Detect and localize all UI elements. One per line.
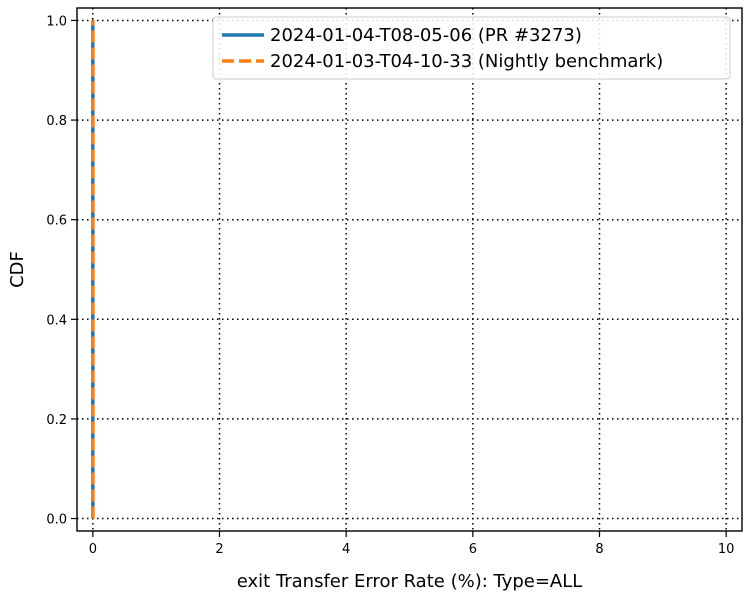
y-tick-label: 0.0 — [46, 513, 67, 528]
legend: 2024-01-04-T08-05-06 (PR #3273) 2024-01-0… — [212, 16, 731, 80]
legend-label-0: 2024-01-04-T08-05-06 (PR #3273) — [270, 25, 582, 46]
y-tick-label: 0.6 — [46, 214, 67, 229]
plot-frame — [76, 7, 743, 532]
x-tick-label: 0 — [89, 542, 97, 557]
x-tick-label: 6 — [469, 542, 477, 557]
x-tick-label: 2 — [215, 542, 223, 557]
legend-box — [212, 16, 731, 80]
y-axis-ticks: 0.0 0.2 0.4 0.6 0.8 1.0 — [46, 14, 77, 528]
x-tick-label: 8 — [595, 542, 603, 557]
x-axis-label: exit Transfer Error Rate (%): Type=ALL — [237, 571, 583, 592]
x-tick-label: 10 — [718, 542, 735, 557]
legend-label-1: 2024-01-03-T04-10-33 (Nightly benchmark) — [270, 51, 663, 72]
x-tick-label: 4 — [342, 542, 350, 557]
y-tick-label: 0.2 — [46, 413, 67, 428]
grid-lines — [77, 8, 742, 531]
y-tick-label: 0.4 — [46, 313, 67, 328]
y-tick-label: 1.0 — [46, 14, 67, 29]
y-tick-label: 0.8 — [46, 114, 67, 129]
x-axis-ticks: 0 2 4 6 8 10 — [89, 531, 735, 557]
y-axis-label: CDF — [7, 251, 28, 288]
